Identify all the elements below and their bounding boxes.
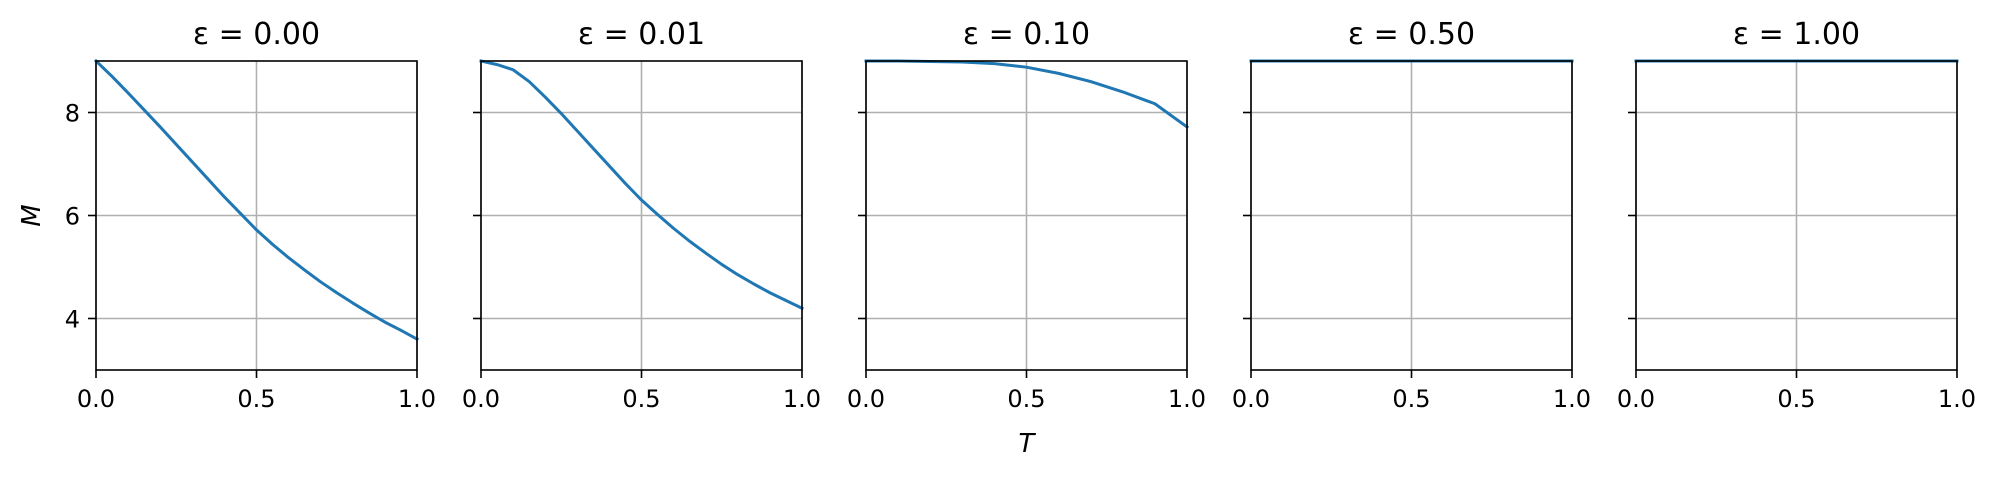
x-tick-label: 0.0	[77, 385, 115, 413]
x-tick-label: 0.5	[237, 385, 275, 413]
panel-title: ε = 1.00	[1733, 17, 1860, 52]
series-line	[479, 59, 805, 311]
x-tick-label: 0.5	[1007, 385, 1045, 413]
panel-title: ε = 0.01	[578, 17, 705, 52]
y-tick-label: 4	[65, 306, 80, 334]
x-axis-label: T	[1019, 429, 1037, 459]
x-tick-label: 1.0	[1553, 385, 1591, 413]
panel-title: ε = 0.50	[1348, 17, 1475, 52]
y-axis-label: M	[17, 204, 47, 226]
x-tick-label: 0.5	[1777, 385, 1815, 413]
panel-title: ε = 0.00	[193, 17, 320, 52]
x-tick-label: 1.0	[1168, 385, 1206, 413]
x-tick-label: 0.5	[622, 385, 660, 413]
y-tick-label: 8	[65, 100, 80, 128]
panel-title: ε = 0.10	[963, 17, 1090, 52]
series-line	[93, 58, 420, 342]
x-tick-label: 0.5	[1392, 385, 1430, 413]
x-tick-label: 0.0	[462, 385, 500, 413]
x-tick-label: 0.0	[1232, 385, 1270, 413]
x-tick-label: 0.0	[847, 385, 885, 413]
x-tick-label: 1.0	[1938, 385, 1976, 413]
x-tick-label: 0.0	[1617, 385, 1655, 413]
y-tick-label: 6	[65, 203, 80, 231]
x-tick-label: 1.0	[783, 385, 821, 413]
x-tick-label: 1.0	[398, 385, 436, 413]
